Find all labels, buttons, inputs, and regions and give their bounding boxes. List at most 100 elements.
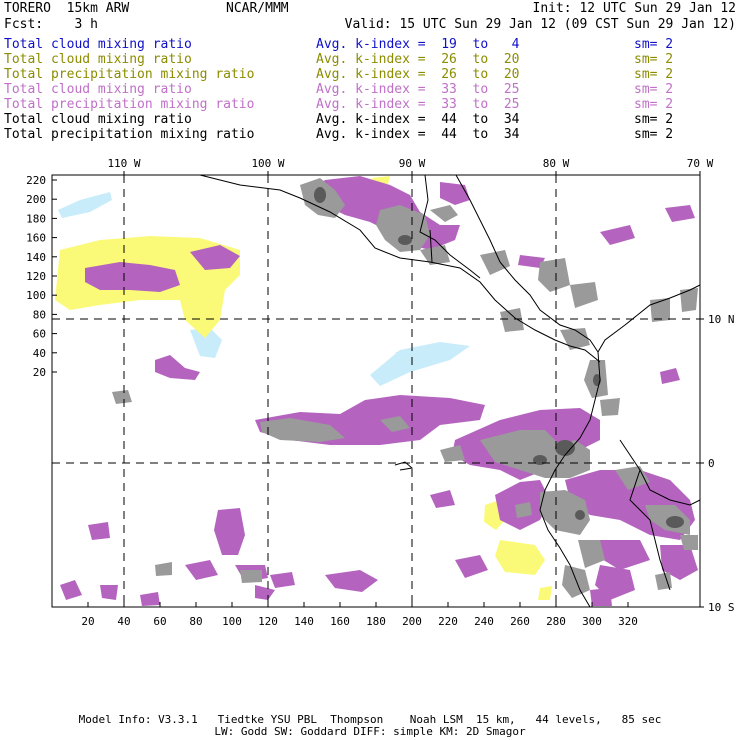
grid-x-label: 20	[81, 615, 94, 628]
precip-area-purple	[155, 355, 200, 380]
grid-x-label: 240	[474, 615, 494, 628]
cloud-area-lightblue	[190, 328, 222, 358]
grid-y-label: 220	[26, 174, 46, 187]
grid-x-label: 140	[294, 615, 314, 628]
precip-area-yellow	[495, 540, 545, 575]
grid-y-label: 180	[26, 212, 46, 225]
cloud-area-gray	[500, 308, 524, 332]
grid-x-label: 200	[402, 615, 422, 628]
legend-kindex: Avg. k-index = 19 to 4	[316, 37, 520, 52]
precip-area-purple	[85, 262, 180, 292]
cloud-area-gray	[570, 282, 598, 308]
border-line	[429, 229, 433, 263]
legend-row: Total cloud mixing ratio Avg. k-index = 2…	[4, 52, 736, 67]
grid-y-label: 140	[26, 251, 46, 264]
longitude-label: 70 W	[687, 157, 714, 170]
legend-field-name: Total cloud mixing ratio	[4, 52, 192, 67]
cloud-area-gray	[600, 398, 620, 416]
init-time: Init: 12 UTC Sun 29 Jan 12	[532, 1, 737, 16]
precip-area-purple	[60, 580, 82, 600]
grid-x-label: 260	[510, 615, 530, 628]
cloud-core-dark	[666, 516, 684, 528]
cloud-area-gray	[680, 288, 698, 312]
precip-area-purple	[660, 545, 698, 580]
legend-smoothing: sm= 2	[634, 127, 674, 142]
precip-area-purple	[88, 522, 110, 540]
longitude-label: 100 W	[251, 157, 284, 170]
grid-x-label: 160	[330, 615, 350, 628]
cloud-area-lightblue	[395, 350, 420, 362]
grid-y-label: 80	[33, 308, 46, 321]
cloud-area-gray	[560, 328, 590, 350]
precip-area-purple	[325, 570, 378, 592]
grid-y-label: 40	[33, 347, 46, 360]
cloud-core-dark	[555, 440, 575, 456]
legend-smoothing: sm= 2	[634, 67, 674, 82]
cloud-area-gray	[420, 245, 450, 265]
grid-x-label: 220	[438, 615, 458, 628]
cloud-area-gray	[562, 565, 590, 598]
precip-area-purple	[214, 508, 245, 555]
map-fields	[55, 176, 698, 606]
precip-area-purple	[600, 225, 635, 245]
cloud-area-gray	[540, 490, 590, 535]
peru-brazil-border	[619, 439, 701, 506]
precip-area-purple	[455, 555, 488, 578]
legend-row: Total cloud mixing ratio Avg. k-index = 3…	[4, 82, 736, 97]
precip-area-purple	[270, 572, 295, 588]
model-title: TORERO 15km ARW	[4, 1, 130, 16]
physics-info-line: LW: Godd SW: Goddard DIFF: simple KM: 2D…	[214, 725, 526, 738]
cloud-area-gray	[380, 416, 410, 432]
cloud-area-gray	[650, 298, 670, 322]
legend-row: Total precipitation mixing ratio Avg. k-i…	[4, 67, 736, 82]
legend-row: Total precipitation mixing ratio Avg. k-i…	[4, 97, 736, 112]
precip-area-purple	[430, 490, 455, 508]
legend-smoothing: sm= 2	[634, 97, 674, 112]
precip-area-purple	[100, 585, 118, 600]
cloud-area-gray	[240, 570, 262, 583]
latitude-label: 0	[708, 457, 715, 470]
precip-area-purple	[518, 255, 545, 268]
precip-area-purple	[190, 245, 240, 270]
galapagos-islands	[394, 461, 414, 471]
precip-area-purple	[660, 368, 680, 384]
longitude-label: 110 W	[107, 157, 140, 170]
legend-kindex: Avg. k-index = 44 to 34	[316, 112, 520, 127]
yucatan-coast	[455, 174, 501, 263]
longitude-label: 80 W	[543, 157, 570, 170]
precip-area-purple	[665, 205, 695, 222]
model-info-line: Model Info: V3.3.1 Tiedtke YSU PBL Thomp…	[78, 713, 662, 726]
longitude-label: 90 W	[399, 157, 426, 170]
org-label: NCAR/MMM	[226, 1, 289, 16]
grid-x-label: 180	[366, 615, 386, 628]
legend-field-name: Total cloud mixing ratio	[4, 82, 192, 97]
coastlines	[199, 174, 701, 608]
map-axes: 110 W 100 W 90 W 80 W 70 W 10 N 0 10 S 220 200 180…	[26, 157, 734, 628]
legend-row: Total cloud mixing ratio Avg. k-index = 1…	[4, 37, 736, 52]
cloud-area-gray	[440, 445, 465, 462]
grid-y-label: 120	[26, 270, 46, 283]
latitude-label: 10 S	[708, 601, 735, 614]
precip-area-purple	[185, 560, 218, 580]
interior-border	[629, 469, 671, 591]
legend-smoothing: sm= 2	[634, 112, 674, 127]
grid-x-label: 60	[153, 615, 166, 628]
cloud-core-dark	[575, 510, 585, 520]
cloud-area-gray	[538, 258, 570, 292]
cloud-area-gray	[480, 250, 510, 275]
grid-y-label: 160	[26, 232, 46, 245]
cloud-area-gray	[260, 418, 345, 442]
legend-field-name: Total precipitation mixing ratio	[4, 127, 255, 142]
cloud-area-gray	[112, 390, 132, 404]
lat-lon-grid	[52, 175, 700, 607]
pacific-coast-central-america	[199, 174, 601, 363]
legend-row: Total precipitation mixing ratio Avg. k-i…	[4, 127, 736, 142]
grid-y-label: 100	[26, 289, 46, 302]
cloud-area-gray	[430, 205, 458, 222]
legend-smoothing: sm= 2	[634, 52, 674, 67]
grid-x-label: 40	[117, 615, 130, 628]
legend-smoothing: sm= 2	[634, 37, 674, 52]
cloud-area-lightblue	[58, 192, 112, 218]
cloud-area-gray	[376, 205, 430, 252]
